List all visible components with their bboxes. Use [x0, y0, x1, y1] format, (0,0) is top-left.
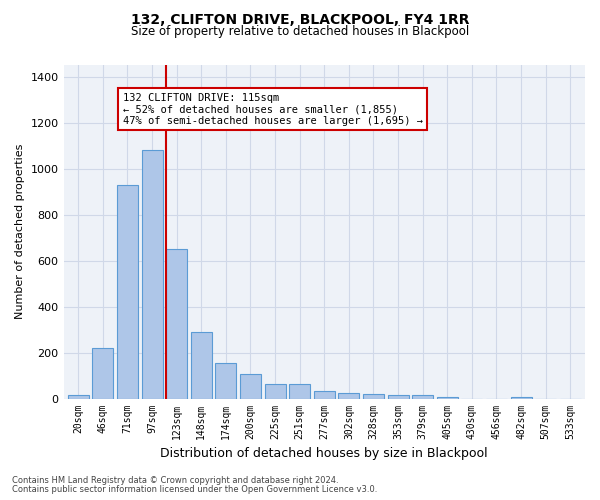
Bar — [338, 393, 359, 398]
Bar — [92, 348, 113, 399]
Bar — [215, 363, 236, 398]
Text: Contains HM Land Registry data © Crown copyright and database right 2024.: Contains HM Land Registry data © Crown c… — [12, 476, 338, 485]
Bar — [68, 395, 89, 398]
Bar — [314, 390, 335, 398]
Bar — [289, 384, 310, 398]
Y-axis label: Number of detached properties: Number of detached properties — [15, 144, 25, 320]
Text: 132, CLIFTON DRIVE, BLACKPOOL, FY4 1RR: 132, CLIFTON DRIVE, BLACKPOOL, FY4 1RR — [131, 12, 469, 26]
Text: Size of property relative to detached houses in Blackpool: Size of property relative to detached ho… — [131, 25, 469, 38]
Bar — [265, 384, 286, 398]
Bar — [388, 395, 409, 398]
Bar — [117, 184, 138, 398]
Bar — [240, 374, 261, 398]
Text: Contains public sector information licensed under the Open Government Licence v3: Contains public sector information licen… — [12, 485, 377, 494]
Bar — [166, 249, 187, 398]
Text: 132 CLIFTON DRIVE: 115sqm
← 52% of detached houses are smaller (1,855)
47% of se: 132 CLIFTON DRIVE: 115sqm ← 52% of detac… — [122, 92, 422, 126]
Bar — [363, 394, 384, 398]
Bar — [191, 332, 212, 398]
Bar — [142, 150, 163, 398]
Bar — [412, 395, 433, 398]
X-axis label: Distribution of detached houses by size in Blackpool: Distribution of detached houses by size … — [160, 447, 488, 460]
